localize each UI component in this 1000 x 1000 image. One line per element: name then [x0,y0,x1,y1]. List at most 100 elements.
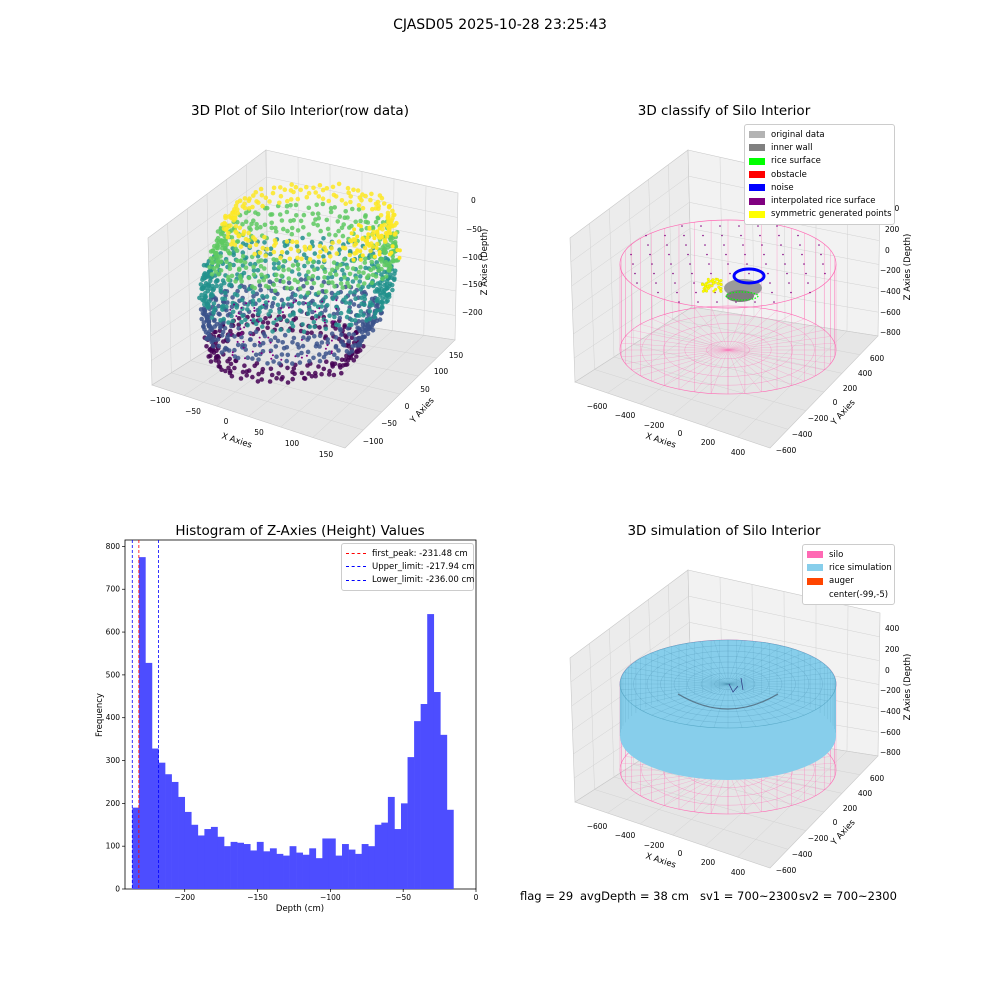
raw-point [281,311,284,314]
rice-mesh-spoke [642,657,729,685]
raw-point [376,263,381,269]
raw-point [341,297,346,303]
raw-point [289,269,295,274]
silo-spoke [678,349,729,390]
rice-mesh-spoke [727,640,743,685]
raw-point [316,290,322,296]
raw-point [257,250,263,256]
raw-point [252,363,257,369]
raw-point [295,248,301,254]
raw-point [339,339,344,344]
raw-point [247,225,252,230]
histogram-bar [250,850,258,889]
legend-line [346,579,366,581]
raw-point [349,231,354,236]
raw-point [289,285,295,291]
raw-point [377,317,383,322]
histogram-bar [230,841,238,889]
flag-readout: flag = 29 [520,889,574,903]
raw-point [369,259,375,265]
silo-spoke [621,342,729,351]
raw-point [233,203,239,209]
histogram-bar [151,748,159,889]
raw-point [244,357,246,360]
raw-point [262,266,267,271]
raw-point [363,256,368,262]
silo-spoke [727,314,792,351]
legend-swatch [749,197,765,205]
raw-point [337,363,343,368]
raw-point [309,330,314,336]
raw-point [240,306,245,312]
raw-point [332,352,337,358]
interpolated-point [729,272,731,275]
raw-point [388,231,393,236]
raw-point [352,289,358,295]
silo-spoke [727,349,778,390]
raw-point [386,220,391,226]
simulation-x-tick: −400 [615,831,636,840]
raw-point [276,265,282,270]
raw-point [352,318,358,323]
raw-point [250,298,256,304]
legend-item: Lower_limit: -236.00 cm [346,574,474,587]
raw-point [339,357,345,363]
raw-point [218,268,224,273]
raw-point [353,296,358,302]
raw-point [306,335,312,341]
raw-point [206,323,211,328]
raw-3d-axes [147,149,459,449]
raw-point [311,185,316,191]
raw-point [374,246,379,250]
raw-point [257,305,263,311]
raw-point [239,328,242,330]
rice-mesh-spoke [651,683,729,716]
raw-point [281,314,287,319]
raw-point [238,258,244,263]
raw-point [289,182,295,187]
symmetric-point [711,281,715,285]
raw-point [255,268,261,273]
raw-point [298,294,304,299]
histogram-bar [348,849,356,889]
raw-point [361,313,366,318]
legend-swatch [807,577,823,585]
raw-point [318,249,323,255]
histogram-bar [381,822,389,889]
symmetric-point [704,282,708,286]
classify-x-tick: 400 [731,448,746,457]
silo-spoke [664,349,729,386]
raw-point [323,289,329,294]
histogram-bar [204,829,212,889]
silo-spoke [727,323,816,351]
raw-point [227,266,233,272]
histogram-bar [342,844,349,889]
raw-point [356,313,362,318]
raw-point [287,256,293,262]
raw-point [276,371,281,376]
interpolated-point [782,253,784,256]
raw-point [307,307,312,312]
raw-point [312,267,317,273]
histogram-y-tick: 500 [106,670,121,679]
raw-point [330,361,335,366]
raw-point [290,239,295,244]
raw-point [244,373,249,378]
interpolated-point [716,301,718,303]
interpolated-point [820,253,822,256]
raw-point [285,352,291,358]
raw-point [289,320,295,326]
rice-mesh-spoke [623,672,729,685]
raw-point [295,352,301,358]
raw-point [329,246,334,251]
raw-point [372,314,377,320]
sv2-readout: sv2 = 700~2300 [799,889,897,903]
raw-point [207,299,212,304]
raw-point [235,315,238,318]
raw-point [242,260,248,265]
raw-point [294,213,299,218]
raw-point [286,280,292,286]
rice-mesh-spoke [727,683,828,701]
raw-point [304,194,310,200]
raw-point [365,242,370,246]
